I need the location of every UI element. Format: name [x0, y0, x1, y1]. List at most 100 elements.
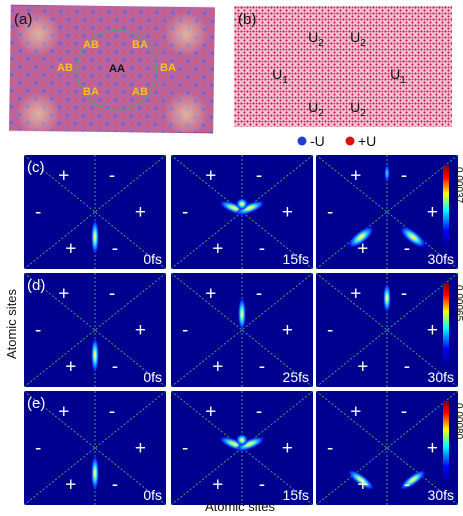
colorbar	[443, 283, 449, 365]
colorbar-max: 0.00080	[453, 403, 463, 440]
wavepacket	[91, 337, 99, 374]
u-label-symbol: U	[272, 66, 282, 82]
wavepacket	[235, 200, 265, 216]
sign-label: -	[404, 474, 410, 495]
time-label: 0fs	[143, 487, 162, 503]
u-label-sub: 2	[360, 108, 366, 119]
sign-label: -	[109, 284, 115, 305]
u-label: U2	[350, 29, 366, 49]
snapshot-panel: + -- ++ -15fs	[170, 390, 314, 506]
u-label: U2	[308, 99, 324, 119]
sign-label: +	[65, 474, 76, 495]
sign-label: +	[135, 202, 146, 223]
u-label-symbol: U	[390, 66, 400, 82]
time-label: 0fs	[143, 369, 162, 385]
colorbar	[443, 401, 449, 483]
sign-label: -	[401, 402, 407, 423]
row-label: (c)	[27, 159, 45, 176]
sign-label: -	[182, 320, 188, 341]
sign-label: -	[256, 284, 262, 305]
sign-label: +	[282, 320, 293, 341]
row-d: + -- ++ -0fs+ -- ++ -25fs+ -- ++ -30fs(d) 0.00065	[23, 272, 463, 388]
snapshot-panel: + -- ++ -0fs	[23, 272, 167, 388]
wavepacket	[384, 163, 390, 184]
wavepacket	[238, 297, 246, 332]
colorbar-max: 0.00065	[453, 285, 463, 322]
sign-label: +	[65, 238, 76, 259]
sign-label: +	[350, 166, 361, 187]
u-label: U1	[390, 66, 406, 86]
sign-label: -	[112, 238, 118, 259]
hubbard-lattice-image	[234, 6, 452, 127]
sign-label: -	[404, 238, 410, 259]
row-e: + -- ++ -0fs+ -- ++ -15fs+ -- ++ -30fs(e) 0.00080	[23, 390, 463, 506]
time-label: 25fs	[283, 369, 309, 385]
sign-label: -	[112, 356, 118, 377]
sign-label: -	[35, 438, 41, 459]
wavepacket	[347, 226, 375, 249]
sign-label: -	[256, 166, 262, 187]
x-axis-label: Atomic sites	[205, 499, 276, 514]
colorbar	[443, 165, 449, 247]
u-label-symbol: U	[308, 29, 318, 45]
time-label: 30fs	[428, 487, 454, 503]
sign-label: +	[212, 356, 223, 377]
sign-label: -	[327, 320, 333, 341]
sign-label: +	[135, 438, 146, 459]
region-label: AB	[132, 86, 148, 98]
sign-label: +	[205, 402, 216, 423]
sign-label: -	[182, 438, 188, 459]
sign-label: +	[58, 402, 69, 423]
sign-label: +	[350, 402, 361, 423]
sign-label: -	[327, 202, 333, 223]
time-label: 30fs	[428, 369, 454, 385]
u-label: U2	[350, 99, 366, 119]
wavepacket	[399, 226, 427, 249]
region-label: BA	[83, 86, 99, 98]
snapshot-panel: + -- ++ -30fs	[315, 154, 459, 270]
row-label: (d)	[27, 277, 45, 294]
aa-glow	[16, 12, 60, 56]
hexagon-guide	[76, 29, 158, 111]
sign-label: -	[256, 402, 262, 423]
time-label: 15fs	[283, 487, 309, 503]
snapshot-panel: + -- ++ -30fs	[315, 390, 459, 506]
region-labels: AB BA AB AA BA BA AB	[57, 39, 176, 98]
sign-label: +	[205, 284, 216, 305]
u-label: U2	[308, 29, 324, 49]
wavepacket	[236, 434, 248, 446]
time-label: 30fs	[428, 251, 454, 267]
wavepacket	[236, 198, 248, 210]
legend-label: -U	[310, 133, 325, 149]
u-label-symbol: U	[350, 29, 360, 45]
time-label: 15fs	[283, 251, 309, 267]
sign-label: +	[205, 166, 216, 187]
snapshot-panel: + -- ++ -0fs	[23, 390, 167, 506]
sign-label: +	[212, 474, 223, 495]
wavepacket	[91, 455, 99, 492]
u-label-sub: 2	[318, 38, 324, 49]
sign-label: +	[357, 356, 368, 377]
snapshot-panel: + -- ++ -0fs	[23, 154, 167, 270]
wavepacket	[399, 469, 427, 491]
region-label: BA	[132, 39, 148, 51]
sign-label: +	[427, 202, 438, 223]
sign-label: -	[401, 166, 407, 187]
snapshot-grid: + -- ++ -0fs+ -- ++ -15fs+ -- ++ -30fs(c) 0.00037+…	[23, 154, 463, 506]
panel-b-label: (b)	[238, 11, 256, 28]
u-label-sub: 1	[282, 75, 288, 86]
wavepacket	[383, 283, 391, 314]
panel-a: (a) AB BA AB AA BA BA AB	[9, 4, 215, 136]
sign-label: +	[357, 238, 368, 259]
sign-label: +	[65, 356, 76, 377]
sign-label: +	[212, 238, 223, 259]
sign-label: -	[35, 320, 41, 341]
sign-label: -	[109, 402, 115, 423]
sign-label: -	[401, 284, 407, 305]
u-label: U1	[272, 66, 288, 86]
colorbar-max: 0.00037	[453, 167, 463, 204]
